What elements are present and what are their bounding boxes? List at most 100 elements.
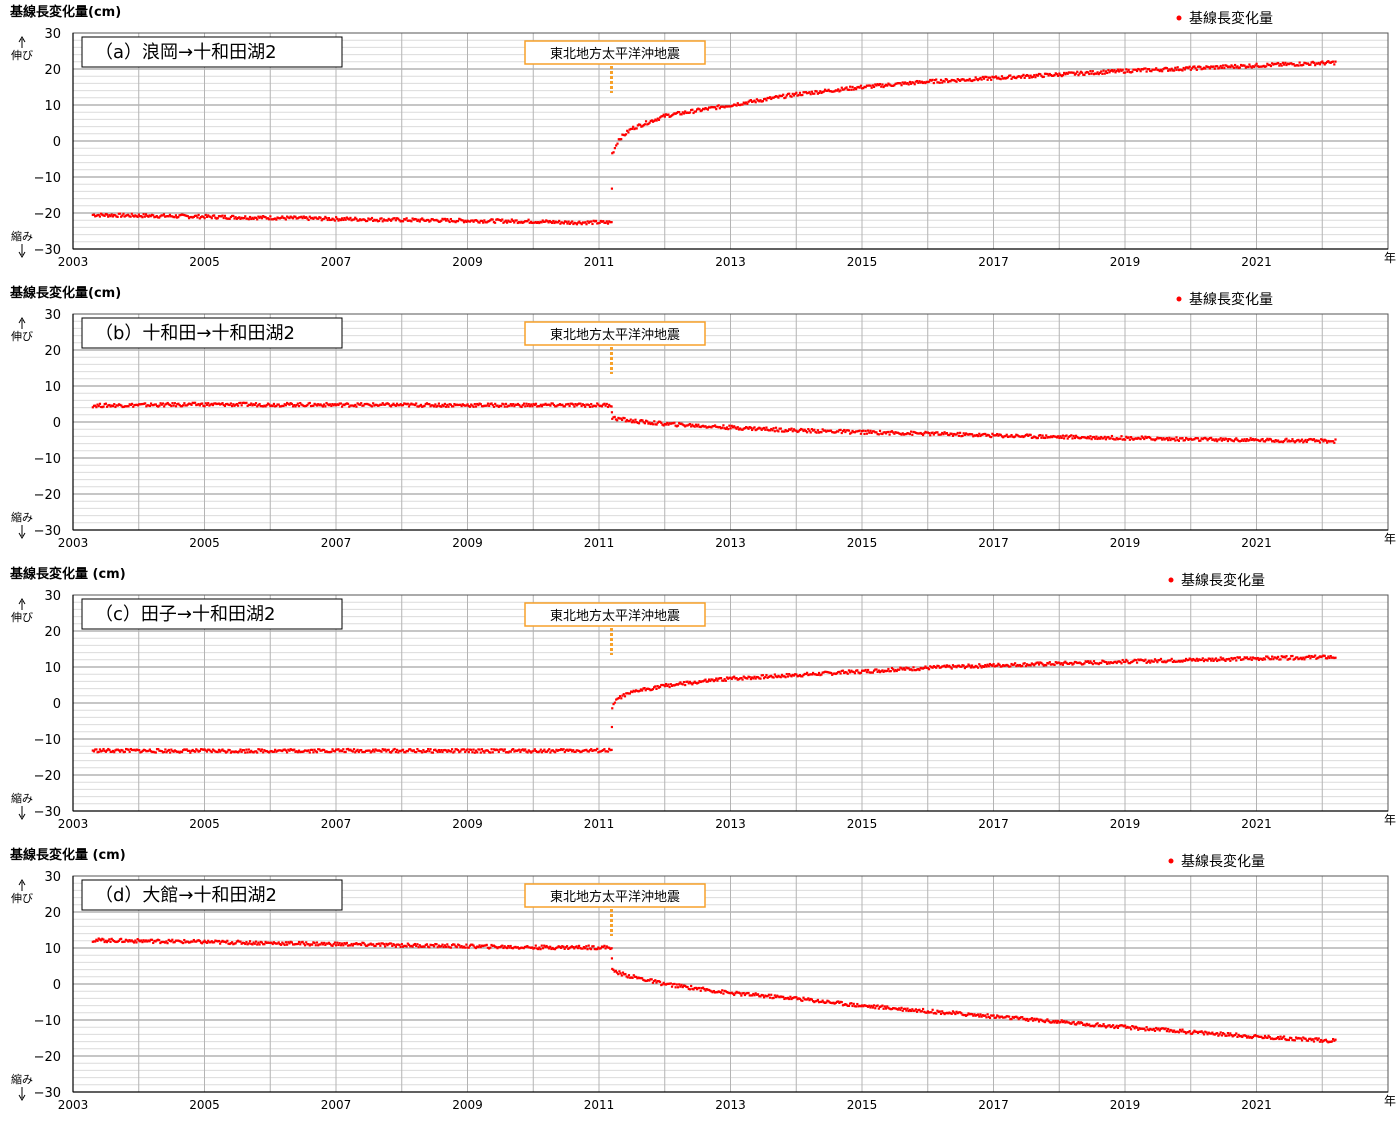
data-point [672, 113, 675, 116]
data-point [424, 943, 427, 947]
data-point [1184, 1032, 1188, 1035]
data-point [833, 431, 836, 434]
data-point [265, 217, 268, 220]
extension-arrowhead [18, 879, 26, 886]
data-point [894, 668, 897, 672]
data-point [147, 939, 150, 942]
data-point [479, 403, 482, 406]
data-point [100, 750, 103, 753]
data-point [1165, 660, 1169, 663]
data-point [847, 1004, 851, 1007]
data-point [412, 749, 415, 752]
data-point [1168, 659, 1171, 662]
data-point [1318, 63, 1322, 66]
data-point [1107, 68, 1110, 72]
data-point [125, 214, 129, 217]
data-point [198, 404, 201, 407]
data-point [932, 81, 935, 85]
data-point [263, 749, 266, 752]
data-point [938, 81, 941, 84]
data-point [768, 996, 772, 999]
data-point [593, 748, 596, 752]
data-point [311, 216, 314, 220]
data-point [1311, 1038, 1314, 1041]
data-point [132, 405, 135, 408]
data-point [1028, 663, 1031, 667]
data-point [1146, 68, 1149, 71]
data-point [299, 401, 302, 405]
data-point [742, 427, 745, 430]
data-point [1163, 660, 1166, 663]
data-point [1139, 437, 1142, 441]
data-point [1161, 438, 1164, 441]
data-point [247, 218, 250, 221]
data-point [1320, 1038, 1323, 1042]
data-point [1216, 659, 1219, 663]
data-point [199, 402, 203, 405]
data-point [1272, 1037, 1275, 1041]
data-point [778, 995, 781, 999]
data-point [1046, 661, 1049, 665]
data-point [306, 217, 309, 220]
data-point [969, 1012, 972, 1016]
data-point [1047, 435, 1050, 439]
data-point [1153, 1029, 1157, 1032]
data-point [148, 940, 151, 943]
data-point [965, 432, 968, 435]
data-point [831, 90, 834, 93]
data-point [877, 1007, 880, 1010]
data-point [555, 405, 558, 408]
data-point [700, 425, 704, 428]
data-point [611, 707, 614, 710]
data-point [915, 432, 919, 435]
data-point [1176, 660, 1179, 663]
data-point [297, 405, 301, 408]
data-point [1080, 436, 1084, 439]
data-point [1263, 1034, 1267, 1038]
data-point [1089, 70, 1092, 73]
data-point [97, 750, 100, 753]
data-point [1290, 654, 1293, 658]
data-point [994, 1016, 998, 1019]
data-point [849, 671, 852, 674]
data-point [398, 404, 401, 407]
data-point [679, 985, 682, 988]
data-point [1039, 1018, 1042, 1021]
data-point [153, 216, 156, 219]
data-point [1095, 72, 1098, 75]
data-point [1079, 662, 1082, 665]
data-point [399, 750, 402, 753]
data-point [649, 119, 652, 123]
data-point [1214, 1032, 1218, 1035]
data-point [439, 405, 442, 408]
data-point [910, 430, 913, 433]
data-point [687, 682, 690, 685]
data-point [686, 424, 689, 427]
data-point [1277, 655, 1280, 658]
data-point [725, 105, 729, 108]
data-point [329, 942, 332, 946]
data-point [1016, 434, 1019, 437]
data-point [349, 404, 352, 407]
data-point [1332, 656, 1335, 659]
data-point [776, 675, 779, 679]
data-point [1079, 70, 1082, 73]
data-point [315, 751, 319, 754]
data-point [1233, 438, 1237, 441]
data-point [314, 750, 317, 753]
data-point [1134, 68, 1137, 71]
x-tick-label: 2021 [1241, 536, 1272, 550]
data-point [144, 939, 148, 942]
data-point [628, 128, 631, 131]
data-point [373, 750, 376, 753]
data-point [1031, 663, 1035, 666]
x-tick-label: 2013 [715, 817, 746, 831]
data-point [872, 1004, 876, 1007]
data-point [1094, 662, 1097, 665]
data-point [874, 83, 877, 86]
data-point [225, 751, 228, 754]
data-point [852, 1002, 855, 1005]
data-point [397, 751, 400, 754]
panel-title-box [81, 879, 343, 911]
data-point [1316, 62, 1319, 65]
